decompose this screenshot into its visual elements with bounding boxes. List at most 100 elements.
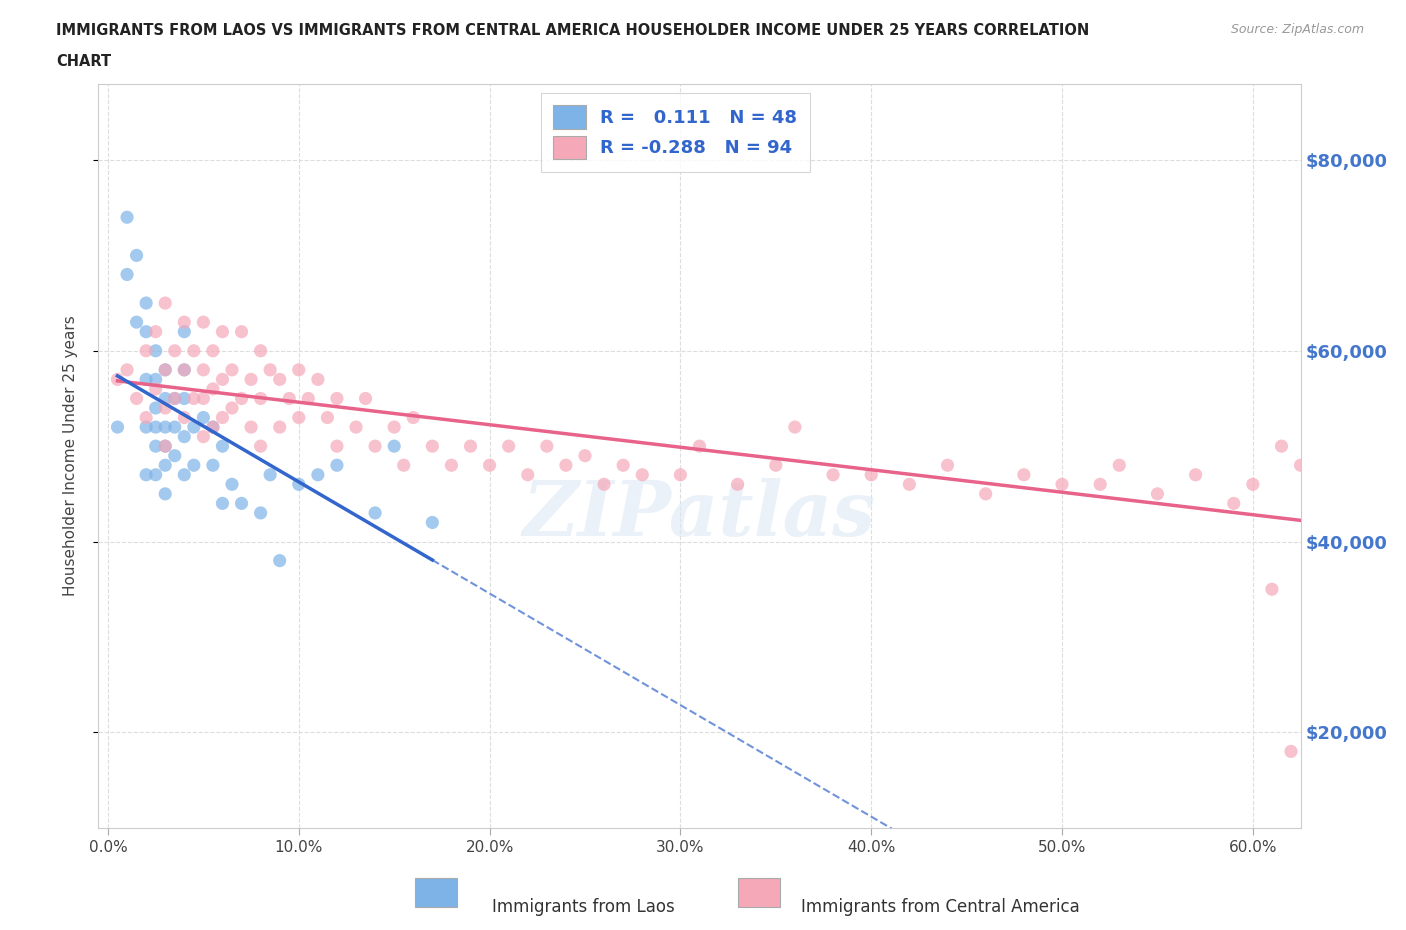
Point (259, 468, 281, 483)
Point (382, 419, 405, 434)
Point (231, 325, 253, 339)
Point (211, 496, 233, 511)
Point (249, 506, 271, 521)
Point (240, 372, 263, 387)
Point (155, 419, 177, 434)
Point (860, 468, 883, 483)
Point (1355, 477, 1378, 492)
Point (145, 381, 167, 396)
Point (211, 410, 233, 425)
Point (287, 410, 309, 425)
Point (145, 372, 167, 387)
Point (163, 448, 186, 463)
Point (297, 391, 319, 405)
Point (173, 363, 195, 378)
Point (1299, 477, 1322, 492)
Point (115, 363, 138, 378)
Point (1088, 477, 1111, 492)
Point (155, 296, 177, 311)
Y-axis label: Householder Income Under 25 years: Householder Income Under 25 years (63, 315, 77, 596)
Text: ZIPatlas: ZIPatlas (523, 478, 876, 552)
Point (155, 363, 177, 378)
Point (287, 363, 309, 378)
Point (440, 458, 463, 472)
Point (1289, 458, 1312, 472)
Point (1270, 439, 1292, 454)
Point (135, 410, 157, 425)
Point (145, 325, 167, 339)
Point (135, 343, 157, 358)
Point (1184, 468, 1206, 483)
Point (183, 391, 205, 405)
Point (1241, 477, 1264, 492)
Point (231, 391, 253, 405)
Point (574, 448, 596, 463)
Point (155, 439, 177, 454)
Point (422, 439, 444, 454)
Point (287, 477, 309, 492)
Point (211, 372, 233, 387)
Point (221, 477, 243, 492)
Point (201, 419, 224, 434)
Point (135, 325, 157, 339)
Point (364, 506, 387, 521)
Point (1222, 496, 1246, 511)
Point (422, 515, 444, 530)
Point (135, 468, 157, 483)
Point (155, 391, 177, 405)
FancyBboxPatch shape (738, 878, 780, 908)
Point (155, 439, 177, 454)
Point (249, 391, 271, 405)
Point (612, 458, 634, 472)
Point (240, 419, 263, 434)
Point (163, 343, 186, 358)
Point (498, 439, 520, 454)
Point (193, 429, 215, 444)
Point (193, 391, 215, 405)
Point (382, 439, 405, 454)
Point (727, 477, 749, 492)
Point (173, 468, 195, 483)
Point (516, 468, 538, 483)
Point (631, 468, 654, 483)
FancyBboxPatch shape (415, 878, 457, 908)
Point (344, 419, 367, 434)
Point (1146, 486, 1168, 501)
Point (307, 468, 329, 483)
Text: Immigrants from Laos: Immigrants from Laos (492, 897, 675, 916)
Point (460, 439, 482, 454)
Point (173, 325, 195, 339)
Point (115, 267, 138, 282)
Point (135, 419, 157, 434)
Point (354, 391, 377, 405)
Point (1317, 486, 1340, 501)
Text: CHART: CHART (56, 54, 111, 69)
Point (173, 429, 195, 444)
Point (898, 477, 921, 492)
Point (115, 210, 138, 225)
Point (326, 458, 349, 472)
Point (163, 391, 186, 405)
Point (135, 372, 157, 387)
Point (125, 391, 148, 405)
Point (183, 419, 205, 434)
Point (145, 439, 167, 454)
Point (193, 314, 215, 329)
Point (1261, 582, 1284, 597)
Point (392, 458, 415, 472)
Point (201, 458, 224, 472)
Point (259, 363, 281, 378)
Point (1012, 468, 1035, 483)
Point (211, 325, 233, 339)
Point (155, 458, 177, 472)
Point (593, 477, 616, 492)
Point (135, 296, 157, 311)
Text: Source: ZipAtlas.com: Source: ZipAtlas.com (1230, 23, 1364, 36)
Point (316, 410, 339, 425)
Point (173, 363, 195, 378)
Point (1279, 744, 1302, 759)
Point (145, 419, 167, 434)
Point (269, 372, 291, 387)
Point (163, 419, 186, 434)
Point (326, 391, 349, 405)
